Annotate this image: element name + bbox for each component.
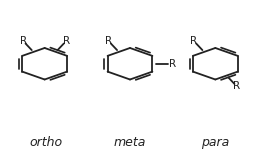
- Text: R: R: [190, 36, 197, 46]
- Text: R: R: [20, 36, 27, 46]
- Text: R: R: [63, 36, 70, 46]
- Text: para: para: [201, 136, 230, 149]
- Text: meta: meta: [114, 136, 146, 149]
- Text: R: R: [105, 36, 112, 46]
- Text: ortho: ortho: [29, 136, 62, 149]
- Text: R: R: [169, 59, 177, 69]
- Text: R: R: [233, 81, 240, 91]
